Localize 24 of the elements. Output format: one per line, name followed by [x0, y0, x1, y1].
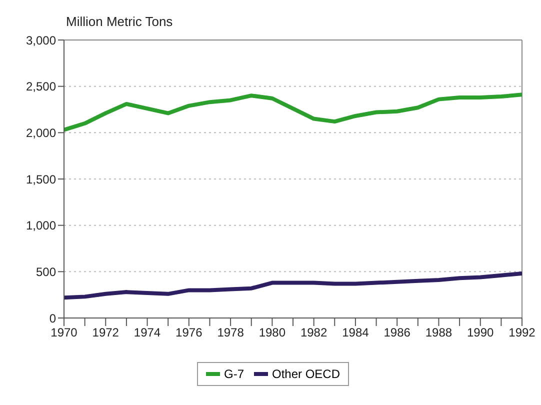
y-axis-title: Million Metric Tons — [66, 14, 173, 29]
y-tick-label: 500 — [36, 264, 56, 279]
line-series — [64, 92, 522, 132]
x-tick-label: 1980 — [258, 326, 286, 340]
x-tick-label: 1974 — [134, 326, 161, 340]
legend-label: Other OECD — [271, 367, 340, 381]
x-tick-label: 1978 — [217, 326, 244, 340]
x-tick-label: 1982 — [300, 326, 328, 340]
y-tick-label: 2,500 — [26, 80, 56, 94]
x-tick-label: 1976 — [176, 326, 203, 340]
y-tick-label: 3,000 — [26, 33, 56, 48]
x-tick-label: 1988 — [425, 326, 452, 340]
x-tick-label: 1984 — [342, 326, 370, 340]
x-tick-label: 1990 — [467, 326, 494, 340]
y-tick-label: 0 — [49, 311, 56, 326]
y-tick-label: 2,000 — [26, 126, 56, 140]
legend-label: G-7 — [222, 367, 244, 381]
y-tick-label: 1,000 — [26, 218, 56, 233]
x-tick-label: 1970 — [50, 326, 78, 340]
x-tick-label: 1992 — [508, 326, 536, 340]
y-tick-label: 1,500 — [26, 172, 56, 186]
x-tick-label: 1972 — [92, 326, 120, 340]
x-tick-label: 1986 — [384, 326, 411, 340]
line-series — [64, 272, 522, 300]
